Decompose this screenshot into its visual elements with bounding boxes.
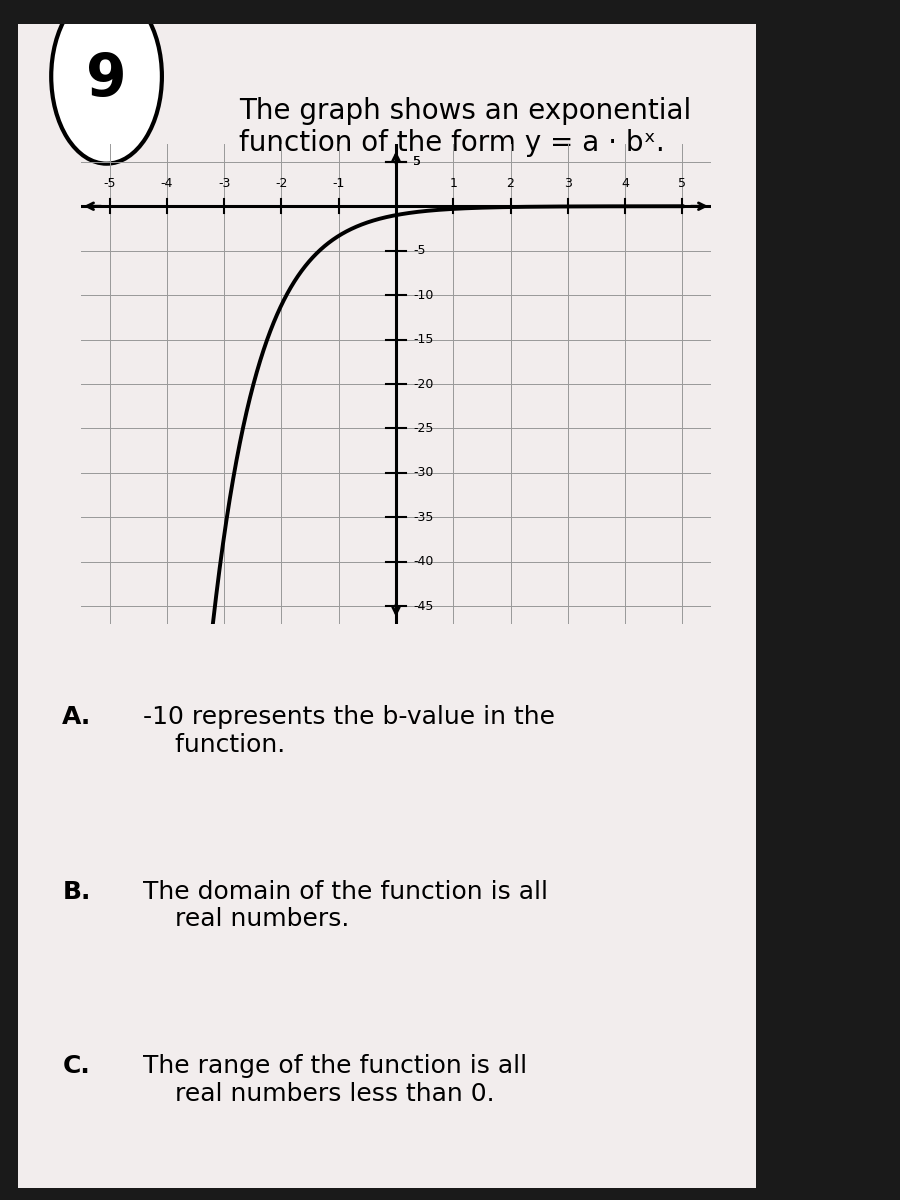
Circle shape [51, 0, 162, 163]
Text: -10 represents the b-value in the
    function.: -10 represents the b-value in the functi… [143, 704, 555, 757]
Text: B.: B. [62, 880, 91, 904]
Text: 1: 1 [449, 178, 457, 191]
Text: 9: 9 [86, 52, 127, 108]
Text: 4: 4 [621, 178, 629, 191]
Text: function of the form y = a · bˣ.: function of the form y = a · bˣ. [239, 128, 665, 157]
Text: The graph shows an exponential: The graph shows an exponential [239, 97, 691, 125]
Text: The domain of the function is all
    real numbers.: The domain of the function is all real n… [143, 880, 548, 931]
FancyBboxPatch shape [4, 1, 770, 1200]
Text: -40: -40 [413, 556, 434, 569]
Text: -35: -35 [413, 511, 434, 524]
Text: 3: 3 [564, 178, 572, 191]
Text: -10: -10 [413, 289, 434, 301]
Text: 5: 5 [679, 178, 687, 191]
Text: -1: -1 [332, 178, 345, 191]
Text: 2: 2 [507, 178, 515, 191]
Text: 5: 5 [413, 155, 421, 168]
Text: -2: -2 [275, 178, 288, 191]
Text: -25: -25 [413, 422, 434, 434]
Text: -20: -20 [413, 378, 434, 390]
Text: -5: -5 [413, 244, 426, 257]
Text: 5: 5 [413, 155, 421, 168]
Text: -30: -30 [413, 467, 434, 479]
Text: A.: A. [62, 704, 92, 728]
Text: C.: C. [62, 1054, 90, 1078]
Text: -4: -4 [161, 178, 173, 191]
Text: The range of the function is all
    real numbers less than 0.: The range of the function is all real nu… [143, 1054, 527, 1106]
Text: -45: -45 [413, 600, 434, 613]
Text: -3: -3 [218, 178, 230, 191]
Text: -5: -5 [104, 178, 116, 191]
Text: -15: -15 [413, 334, 434, 346]
